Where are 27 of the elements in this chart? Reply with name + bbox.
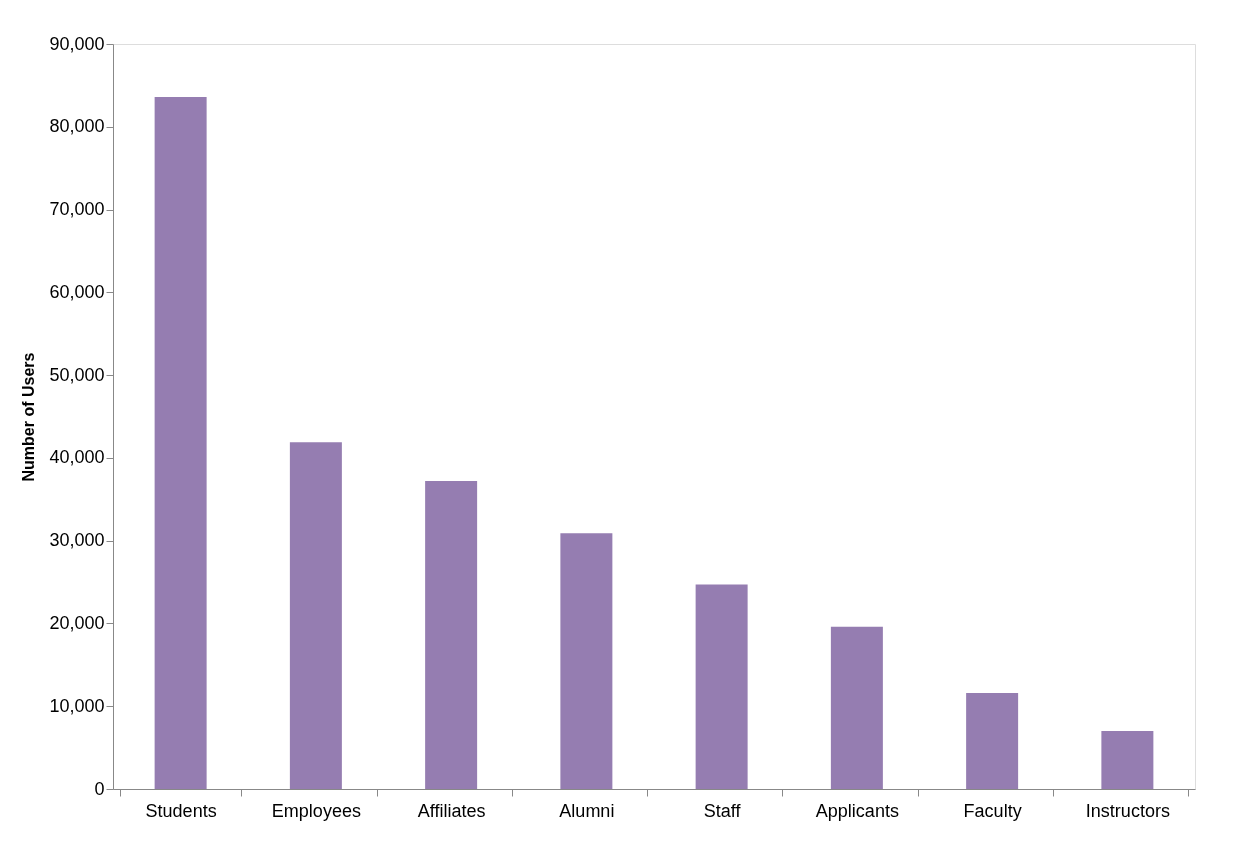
- y-axis-title: Number of Users: [20, 352, 38, 482]
- y-tick-label: 10,000: [49, 695, 105, 716]
- y-tick-label: 40,000: [49, 447, 105, 468]
- bar: [1101, 731, 1154, 789]
- bar: [154, 96, 207, 789]
- x-tick-label: Instructors: [1085, 800, 1170, 821]
- x-tick-label: Alumni: [559, 800, 615, 821]
- y-tick-label: 20,000: [49, 612, 105, 633]
- y-tick-label: 90,000: [49, 33, 105, 54]
- y-tick-label: 70,000: [49, 199, 105, 220]
- bar: [830, 626, 883, 789]
- bar: [695, 584, 748, 789]
- y-tick-label: 50,000: [49, 364, 105, 385]
- x-tick-label: Staff: [703, 800, 742, 821]
- x-tick-label: Employees: [271, 800, 361, 821]
- x-tick-label: Applicants: [815, 800, 899, 821]
- y-tick-label: 60,000: [49, 281, 105, 302]
- bar: [289, 442, 342, 789]
- x-tick-label: Students: [145, 800, 217, 821]
- bar: [966, 692, 1019, 789]
- x-tick-label: Faculty: [963, 800, 1022, 821]
- y-tick-label: 80,000: [49, 116, 105, 137]
- x-tick-label: Affiliates: [417, 800, 486, 821]
- bar: [425, 481, 478, 789]
- bar: [560, 533, 613, 789]
- y-tick-label: 0: [94, 778, 105, 799]
- y-tick-label: 30,000: [49, 530, 105, 551]
